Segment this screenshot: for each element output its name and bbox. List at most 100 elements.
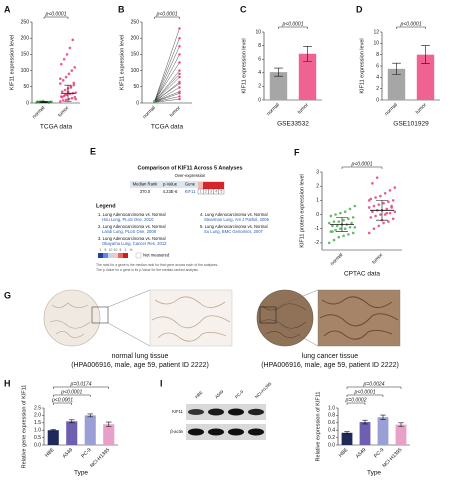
point	[67, 72, 71, 76]
bar	[359, 422, 371, 445]
e-rank: 3	[210, 190, 212, 194]
pair-line	[154, 76, 180, 103]
y-tick-label: 1.0	[34, 428, 41, 434]
point	[64, 75, 68, 79]
error-bar	[336, 217, 348, 232]
e-footnote: The rank for a gene is the median rank f…	[96, 263, 218, 267]
y-axis-label: Relative gene expression of KIF11	[21, 385, 27, 469]
panel-g: G normal lung tissue (HPA006916, male, a…	[4, 289, 401, 369]
x-tick-label: normal	[142, 105, 157, 120]
point	[351, 231, 355, 235]
tissue-texture	[259, 303, 307, 338]
band	[228, 408, 244, 416]
point	[332, 238, 336, 242]
zoom-image	[317, 289, 401, 347]
point	[332, 220, 336, 223]
point	[61, 79, 65, 82]
point	[372, 227, 376, 231]
scale-cell	[118, 253, 123, 258]
e-header: p-Value	[163, 182, 178, 187]
x-axis-label: TCGA data	[151, 124, 184, 131]
x-tick-label: HBE	[338, 447, 350, 459]
significance-bracket	[53, 386, 109, 389]
panel-label: G	[4, 290, 11, 300]
point	[335, 224, 339, 228]
significance-bracket	[346, 394, 384, 397]
e-rank-cells	[197, 188, 225, 195]
scale-label: 10	[114, 248, 118, 252]
point	[367, 206, 371, 209]
band	[208, 428, 224, 436]
point	[374, 196, 377, 199]
y-tick-label: 10	[255, 29, 261, 35]
y-tick-label: 150	[21, 52, 30, 58]
point	[348, 226, 352, 229]
y-tick-label: 100	[131, 68, 140, 74]
point	[342, 218, 345, 222]
bar	[103, 424, 115, 445]
point	[374, 214, 377, 218]
point	[60, 90, 64, 93]
e-header: Gene	[185, 182, 196, 187]
e-legend-source: Su Lung, BMC Genomics, 2007	[204, 229, 264, 234]
error-bar	[274, 67, 283, 77]
point	[64, 98, 68, 102]
pair-line	[154, 38, 180, 102]
panel-label: B	[118, 4, 125, 14]
e-legend-item: 4. Lung Adenocarcinoma vs. Normal	[200, 212, 268, 217]
point	[68, 46, 72, 50]
error-bar	[344, 431, 350, 435]
significance-bracket	[341, 166, 383, 169]
bar	[377, 417, 389, 445]
y-tick-label: 200	[21, 36, 30, 42]
x-tick-label: tumor	[57, 105, 71, 119]
y-tick-label: -2	[315, 240, 320, 246]
point	[71, 38, 75, 42]
point	[62, 57, 66, 61]
p-value: p<0.0001	[282, 21, 304, 27]
significance-bracket	[53, 402, 72, 405]
g-caption: lung cancer tissue	[302, 353, 359, 360]
y-tick-label: 50	[23, 84, 29, 90]
point	[327, 241, 331, 245]
point	[393, 210, 397, 214]
point	[388, 189, 392, 192]
y-tick-label: 3	[316, 169, 319, 175]
pair-line	[154, 54, 180, 103]
x-tick-label: HBE	[44, 447, 56, 459]
blot-strip	[186, 404, 266, 420]
e-cell: KIF11	[185, 189, 197, 194]
significance-bracket	[396, 26, 426, 29]
bar	[269, 72, 288, 100]
x-tick-label: normal	[329, 252, 344, 267]
lane-label: NCI-H1395	[254, 381, 273, 400]
scale-label: 1	[100, 248, 102, 252]
scale-cell	[103, 253, 108, 258]
e-cell: 370.0	[140, 189, 151, 194]
point	[382, 201, 385, 205]
pair-line	[154, 98, 180, 103]
point	[60, 95, 64, 99]
point	[178, 37, 181, 40]
e-rank: 4	[215, 190, 217, 194]
point	[69, 86, 73, 89]
zoom-box	[91, 306, 109, 324]
point	[178, 45, 181, 48]
panel-label: H	[4, 378, 11, 388]
panel-label: A	[4, 4, 11, 14]
y-tick-label: 2	[376, 86, 379, 92]
error-bar	[50, 429, 57, 432]
bar	[387, 68, 406, 100]
e-legend-source: Stearman Lung, Am J Pathol, 2005	[204, 217, 270, 222]
tissue-core	[43, 289, 101, 347]
significance-bracket	[43, 16, 69, 19]
point	[353, 226, 357, 229]
y-tick-label: 150	[131, 52, 140, 58]
y-tick-label: 8	[258, 43, 261, 49]
y-tick-label: 12	[373, 29, 379, 35]
e-rank: 1	[200, 190, 202, 194]
point	[178, 92, 181, 95]
band	[188, 409, 204, 415]
point	[70, 69, 74, 72]
y-axis-label: Relative expression of KIF11	[315, 392, 321, 462]
